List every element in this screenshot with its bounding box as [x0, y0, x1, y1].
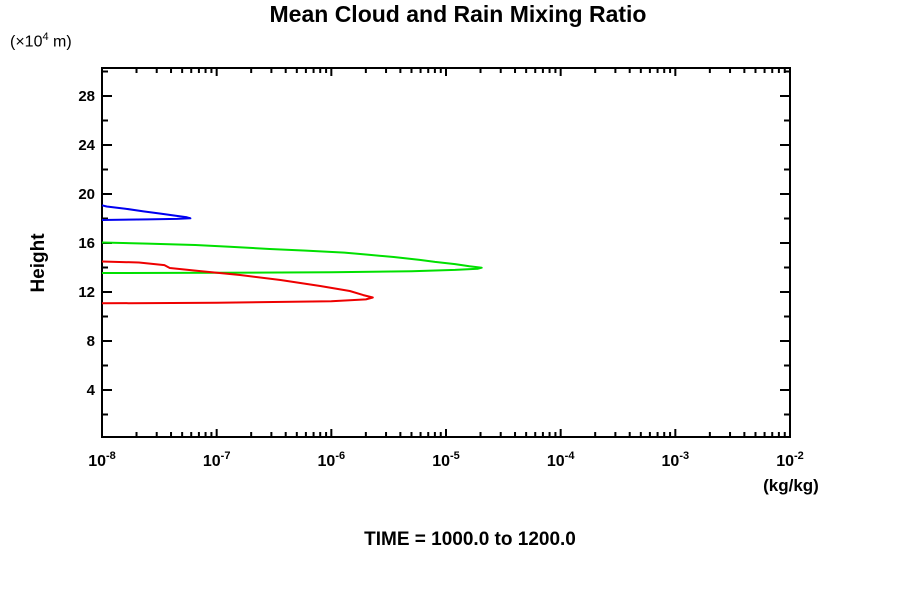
y-tick-label: 16 [78, 235, 95, 252]
x-tick-label: 10-8 [88, 450, 116, 470]
y-tick-label: 12 [78, 284, 95, 301]
x-tick-label: 10-4 [547, 450, 575, 470]
y-tick-label: 20 [78, 186, 95, 203]
x-tick-label: 10-2 [776, 450, 804, 470]
x-tick-label: 10-6 [318, 450, 346, 470]
plot-box [101, 67, 791, 438]
y-axis-unit-suffix: m) [48, 33, 72, 51]
y-tick-label: 4 [87, 382, 96, 399]
chart-title: Mean Cloud and Rain Mixing Ratio [269, 1, 647, 27]
x-tick-label: 10-7 [203, 450, 231, 470]
x-axis-unit-label: (kg/kg) [763, 476, 819, 495]
curve-red [101, 260, 374, 305]
curve-green [101, 241, 483, 274]
y-axis-unit-exponent: 4 [42, 31, 49, 43]
y-axis-unit-label: (×104 m) [10, 31, 72, 51]
y-axis-unit-prefix: (×10 [10, 33, 43, 51]
curve-blue [101, 204, 192, 221]
y-tick-label: 8 [87, 333, 95, 350]
x-tick-label: 10-3 [662, 450, 690, 470]
x-tick-label: 10-5 [432, 450, 460, 470]
y-tick-label: 24 [78, 137, 95, 154]
time-range-label: TIME = 1000.0 to 1200.0 [364, 529, 576, 550]
y-tick-label: 28 [78, 88, 95, 105]
